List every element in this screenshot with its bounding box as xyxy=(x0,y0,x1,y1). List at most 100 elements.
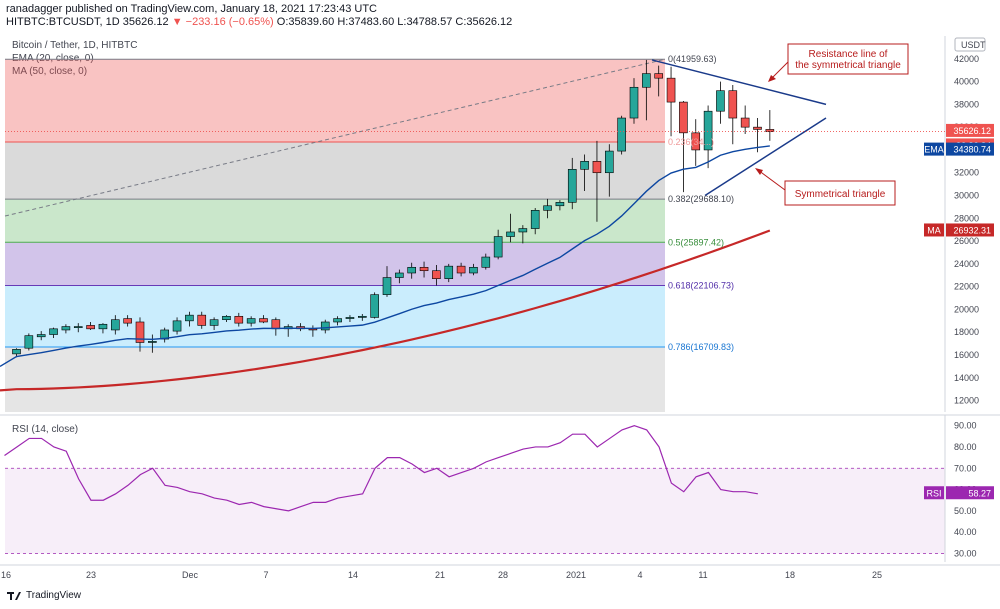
price-tick-label: 16000 xyxy=(954,350,979,360)
candle-body[interactable] xyxy=(604,150,614,174)
rsi-badge-tag[interactable] xyxy=(924,486,944,500)
candle-body[interactable] xyxy=(172,320,182,332)
candle-body[interactable] xyxy=(642,73,651,88)
candle-body[interactable] xyxy=(765,129,775,133)
price-tick-label: 18000 xyxy=(954,327,979,337)
support-line[interactable] xyxy=(704,117,827,197)
fib-zone xyxy=(5,199,665,243)
fib-trend-line xyxy=(4,58,666,217)
candle-body[interactable] xyxy=(679,101,688,134)
candle-body[interactable] xyxy=(209,319,219,326)
ema-legend[interactable]: EMA (20, close, 0) xyxy=(12,53,94,64)
candle-body[interactable] xyxy=(36,334,46,338)
candle-body[interactable] xyxy=(432,270,441,279)
chart-header: ranadagger published on TradingView.com,… xyxy=(0,0,1000,30)
candle-body[interactable] xyxy=(654,73,664,79)
rsi-line[interactable] xyxy=(4,425,758,512)
candle-body[interactable] xyxy=(580,161,589,170)
time-tick-label: 16 xyxy=(1,570,11,580)
candle-body[interactable] xyxy=(753,126,762,130)
symbol-label[interactable]: HITBTC:BTCUSDT, 1D xyxy=(6,16,120,28)
candle-body[interactable] xyxy=(716,90,725,112)
resistance-callout-arrowhead xyxy=(768,75,776,82)
candle-body[interactable] xyxy=(469,266,478,274)
candle-body[interactable] xyxy=(419,266,429,272)
triangle-callout-arrowhead xyxy=(755,168,763,175)
candle-body[interactable] xyxy=(370,294,379,318)
candle-body[interactable] xyxy=(246,318,256,324)
candle-body[interactable] xyxy=(320,321,330,331)
candle-body[interactable] xyxy=(691,132,701,151)
candle-body[interactable] xyxy=(592,161,602,174)
candle-body[interactable] xyxy=(49,328,58,335)
ma-50-line[interactable] xyxy=(0,229,771,392)
last-price-badge-box[interactable] xyxy=(946,123,994,137)
candle-body[interactable] xyxy=(629,86,639,119)
candle-body[interactable] xyxy=(135,321,145,343)
candle-body[interactable] xyxy=(271,319,281,330)
candle-body[interactable] xyxy=(444,265,454,279)
fib-zone xyxy=(5,242,665,286)
candle-body[interactable] xyxy=(197,314,207,326)
candle-body[interactable] xyxy=(666,77,676,103)
candle-body[interactable] xyxy=(345,317,355,319)
time-tick-label: 21 xyxy=(435,570,445,580)
currency-badge[interactable] xyxy=(954,37,986,52)
candle-body[interactable] xyxy=(259,318,268,323)
candle-body[interactable] xyxy=(407,266,417,274)
candle-body[interactable] xyxy=(111,319,120,331)
candle-body[interactable] xyxy=(382,277,392,295)
time-tick-label: 28 xyxy=(498,570,508,580)
ma-badge-box[interactable] xyxy=(946,223,994,237)
ma-legend[interactable]: MA (50, close, 0) xyxy=(12,66,87,77)
candle-body[interactable] xyxy=(703,110,713,151)
rsi-band xyxy=(5,468,945,554)
ema-20-line[interactable] xyxy=(0,145,770,368)
fib-zone xyxy=(5,59,665,142)
candle-body[interactable] xyxy=(357,315,367,318)
candle-body[interactable] xyxy=(543,205,552,211)
resistance-line[interactable] xyxy=(651,59,827,106)
candle-body[interactable] xyxy=(148,341,157,343)
ema-badge-box[interactable] xyxy=(946,142,994,156)
price-tick-label: 20000 xyxy=(954,304,979,314)
candle-body[interactable] xyxy=(73,326,83,328)
candle-body[interactable] xyxy=(234,315,244,324)
ma-badge-value: 26932.31 xyxy=(953,225,991,235)
candle-body[interactable] xyxy=(481,256,491,268)
rsi-tick-label: 90.00 xyxy=(954,421,977,431)
candle-body[interactable] xyxy=(395,272,404,278)
candle-body[interactable] xyxy=(61,326,71,331)
candle-body[interactable] xyxy=(567,169,577,203)
candle-body[interactable] xyxy=(86,325,95,330)
rsi-badge-box[interactable] xyxy=(946,486,994,500)
candle-body[interactable] xyxy=(333,318,342,323)
candle-body[interactable] xyxy=(98,323,108,330)
candle-body[interactable] xyxy=(518,228,528,233)
price-tick-label: 38000 xyxy=(954,99,979,109)
resistance-callout-box[interactable] xyxy=(787,43,909,75)
rsi-tick-label: 30.00 xyxy=(954,548,977,558)
price-tick-label: 30000 xyxy=(954,191,979,201)
candle-body[interactable] xyxy=(24,335,34,349)
candle-body[interactable] xyxy=(617,117,626,152)
candle-body[interactable] xyxy=(222,315,231,321)
candle-body[interactable] xyxy=(12,349,21,355)
candle-body[interactable] xyxy=(740,117,750,128)
price-chart[interactable]: 0(41959.63) 0.236(34...) 0.382(29688.10) 0.… xyxy=(0,0,1000,590)
candle-body[interactable] xyxy=(555,202,565,207)
candle-body[interactable] xyxy=(123,318,132,324)
candle-body[interactable] xyxy=(456,265,466,274)
rsi-tick-label: 70.00 xyxy=(954,463,977,473)
fib-level-label: 0(41959.63) xyxy=(668,54,717,64)
candle-body[interactable] xyxy=(530,210,540,229)
candle-body[interactable] xyxy=(728,90,738,119)
candle-body[interactable] xyxy=(185,314,194,322)
candle-body[interactable] xyxy=(506,231,515,237)
triangle-callout-arrow xyxy=(757,169,786,191)
candle-body[interactable] xyxy=(493,236,503,258)
ma-badge-tag[interactable] xyxy=(924,223,944,237)
ema-badge-tag[interactable] xyxy=(924,142,944,156)
rsi-legend[interactable]: RSI (14, close) xyxy=(12,424,79,435)
triangle-callout-box[interactable] xyxy=(784,180,896,206)
